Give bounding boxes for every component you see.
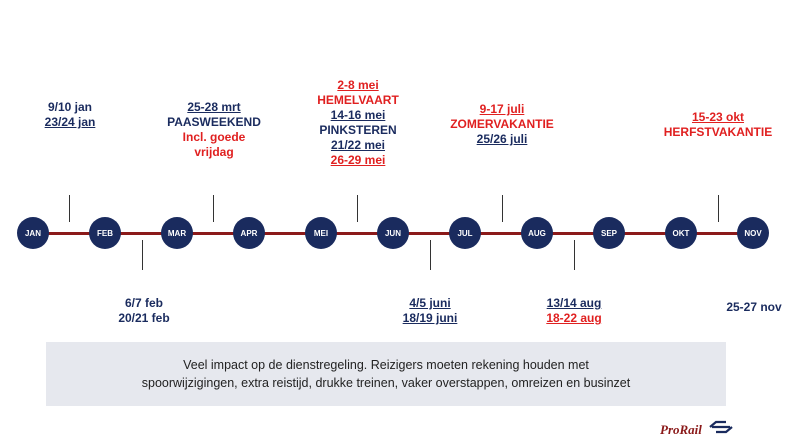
label-mar-line2: PAASWEEKEND [167, 115, 261, 129]
tick-okt [718, 195, 719, 222]
label-aug-line1: 13/14 aug [546, 296, 602, 310]
label-jul-line2: ZOMERVAKANTIE [450, 117, 554, 131]
impact-note-line2: spoorwijzigingen, extra reistijd, drukke… [141, 376, 631, 390]
label-mei: 2-8 mei HEMELVAART 14-16 mei PINKSTEREN … [298, 78, 418, 168]
label-okt-line2: HERFSTVAKANTIE [663, 125, 773, 139]
tick-mei [357, 195, 358, 222]
label-feb: 6/7 feb 20/21 feb [94, 296, 194, 326]
label-mar-line1: 25-28 mrt [187, 100, 241, 114]
label-okt: 15-23 okt HERFSTVAKANTIE [658, 110, 778, 140]
label-jun-line2: 18/19 juni [402, 311, 458, 325]
tick-feb [142, 240, 143, 270]
label-nov-line1: 25-27 nov [726, 300, 782, 314]
label-jan-line2: 23/24 jan [44, 115, 96, 129]
label-mar-line3: Incl. goede [182, 130, 246, 144]
label-mei-line6: 26-29 mei [330, 153, 386, 167]
label-mei-line5: 21/22 mei [330, 138, 386, 152]
label-jun-line1: 4/5 juni [409, 296, 451, 310]
label-mar-line4: vrijdag [194, 145, 234, 159]
label-feb-line2: 20/21 feb [118, 311, 170, 325]
prorail-logo: ProRail [660, 420, 734, 439]
label-aug: 13/14 aug 18-22 aug [524, 296, 624, 326]
month-node-jan: JAN [17, 217, 49, 249]
label-okt-line1: 15-23 okt [691, 110, 745, 124]
tick-jun [430, 240, 431, 270]
month-node-aug: AUG [521, 217, 553, 249]
month-node-nov: NOV [737, 217, 769, 249]
month-node-sep: SEP [593, 217, 625, 249]
month-node-mei: MEI [305, 217, 337, 249]
label-mei-line2: HEMELVAART [317, 93, 399, 107]
month-node-jul: JUL [449, 217, 481, 249]
label-aug-line2: 18-22 aug [546, 311, 602, 325]
label-jan-line1: 9/10 jan [47, 100, 93, 114]
label-jul: 9-17 juli ZOMERVAKANTIE 25/26 juli [442, 102, 562, 147]
tick-jul [502, 195, 503, 222]
ns-logo-icon [708, 420, 734, 439]
tick-mar [213, 195, 214, 222]
month-node-feb: FEB [89, 217, 121, 249]
impact-note-line1: Veel impact op de dienstregeling. Reizig… [183, 358, 589, 372]
month-node-okt: OKT [665, 217, 697, 249]
label-mar: 25-28 mrt PAASWEEKEND Incl. goede vrijda… [154, 100, 274, 160]
label-feb-line1: 6/7 feb [124, 296, 163, 310]
label-mei-line3: 14-16 mei [330, 108, 386, 122]
prorail-logo-text: ProRail [660, 421, 702, 437]
month-node-jun: JUN [377, 217, 409, 249]
month-node-apr: APR [233, 217, 265, 249]
tick-aug [574, 240, 575, 270]
label-jun: 4/5 juni 18/19 juni [380, 296, 480, 326]
impact-note: Veel impact op de dienstregeling. Reizig… [46, 342, 726, 406]
label-jul-line3: 25/26 juli [476, 132, 528, 146]
label-mei-line1: 2-8 mei [337, 78, 379, 92]
month-node-mar: MAR [161, 217, 193, 249]
tick-jan [69, 195, 70, 222]
label-jul-line1: 9-17 juli [479, 102, 525, 116]
label-jan: 9/10 jan 23/24 jan [20, 100, 120, 130]
label-mei-line4: PINKSTEREN [319, 123, 397, 137]
label-nov: 25-27 nov [712, 300, 796, 315]
